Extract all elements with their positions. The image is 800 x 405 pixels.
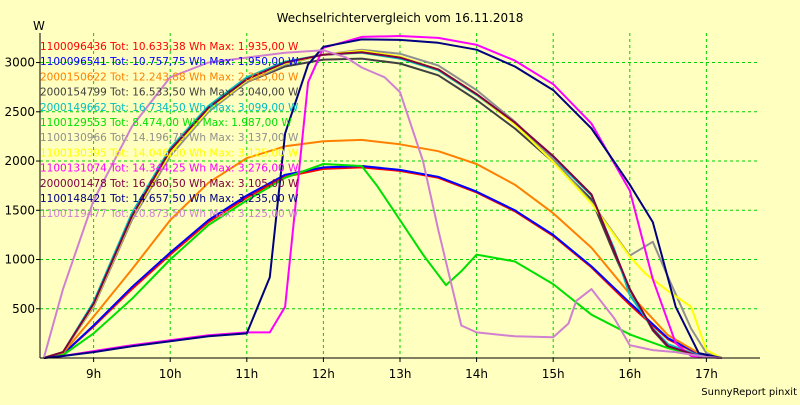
legend-entry-9: 1100131074 Tot: 14.344,25 Wh Max: 3.276,… (40, 163, 299, 175)
legend-entry-7: 1100130966 Tot: 14.196,75 Wh Max: 3.137,… (40, 132, 299, 144)
y-tick-label-3000: 3000 (4, 56, 35, 70)
legend-entry-8: 1100130395 Tot: 14.046,00 Wh Max: 3.125,… (40, 147, 299, 159)
y-tick-label-2500: 2500 (4, 105, 35, 119)
series-line-1 (43, 166, 722, 359)
x-tick-label-17: 17h (695, 367, 718, 381)
x-tick-label-13: 13h (389, 367, 412, 381)
x-tick-label-11: 11h (235, 367, 258, 381)
legend-entry-1: 1100096436 Tot: 10.633,38 Wh Max: 1.935,… (40, 41, 299, 53)
tick-labels: 9h 10h 11h 12h 13h 14h 15h 16h 17h 500 1000 1500 200… (4, 56, 717, 381)
x-tick-label-9: 9h (86, 367, 101, 381)
footer-credit: SunnyReport pinxit (701, 387, 797, 398)
x-tick-label-14: 14h (465, 367, 488, 381)
legend-entry-4: 2000154799 Tot: 16.533,50 Wh Max: 3.040,… (40, 87, 299, 99)
legend-entry-12: 1100119477 Tot: 10.873,50 Wh Max: 3.125,… (40, 208, 299, 220)
legend-entry-2: 1100096541 Tot: 10.757,75 Wh Max: 1.950,… (40, 56, 299, 68)
x-tick-label-15: 15h (542, 367, 565, 381)
series-lines (42, 35, 723, 359)
series-line-2 (43, 165, 722, 359)
y-tick-label-500: 500 (12, 302, 35, 316)
series-line-7 (43, 48, 723, 359)
y-tick-label-1000: 1000 (4, 253, 35, 267)
chart-title: Wechselrichtervergleich vom 16.11.2018 (277, 11, 524, 25)
y-axis-unit-label: W (33, 19, 45, 33)
x-tick-label-10: 10h (159, 367, 182, 381)
x-tick-label-16: 16h (618, 367, 641, 381)
axes (36, 33, 760, 362)
x-tick-label-12: 12h (312, 367, 335, 381)
legend-entry-3: 2000150622 Tot: 12.243,88 Wh Max: 2.215,… (40, 71, 299, 83)
series-line-6 (43, 163, 722, 359)
series-line-3 (43, 138, 722, 359)
legend-entry-11: 1100148421 Tot: 14.657,50 Wh Max: 3.235,… (40, 193, 299, 205)
legend-entry-5: 2000149662 Tot: 16.734,50 Wh Max: 3.099,… (40, 102, 299, 114)
series-line-11 (43, 38, 722, 359)
legend-entry-10: 2000001478 Tot: 16.660,50 Wh Max: 3.105,… (40, 178, 299, 190)
legend: 1100096436 Tot: 10.633,38 Wh Max: 1.935,… (40, 41, 299, 220)
y-tick-label-2000: 2000 (4, 154, 35, 168)
series-line-10 (43, 51, 722, 359)
legend-entry-6: 1100129553 Tot: 8.474,00 Wh Max: 1.987,0… (40, 117, 292, 129)
series-line-12 (42, 49, 722, 359)
y-tick-label-1500: 1500 (4, 203, 35, 217)
